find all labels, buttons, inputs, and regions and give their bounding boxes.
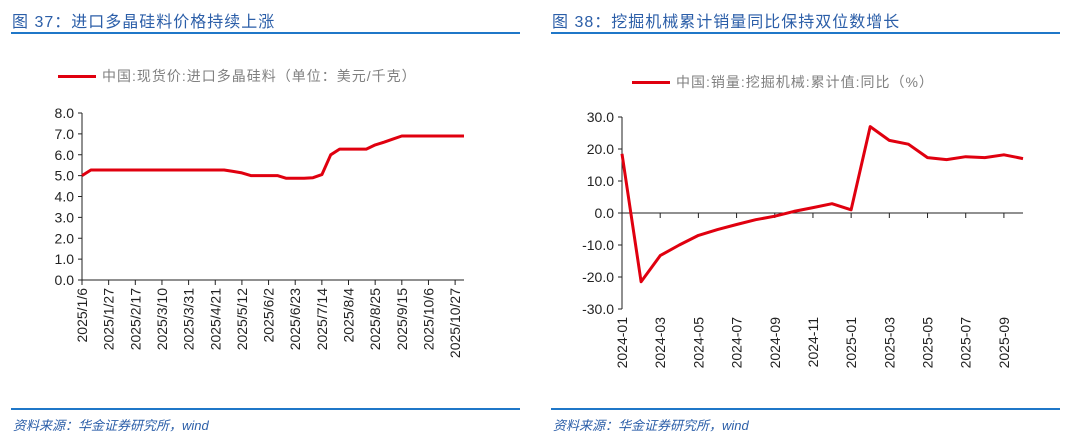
y-tick-label: 6.0 [55,147,75,163]
title-text: 挖掘机械累计销量同比保持双位数增长 [611,14,901,31]
line-chart: 0.0 1.0 2.0 3.0 4.0 5.0 6.0 7.0 8.0 2025/1/6 2025/… [55,105,465,358]
figure-label: 图 37： [12,14,72,31]
x-tick-label: 2025/1/27 [101,288,117,350]
y-tick-label: 3.0 [55,209,75,225]
footer-rule [11,408,520,410]
source-note: 资料来源：华金证券研究所，wind [13,418,209,433]
x-tick-label: 2025-05 [920,317,936,369]
x-tick-label: 2025/2/17 [127,288,143,350]
x-tick-label: 2025/8/25 [367,288,383,350]
x-tick-label: 2025-03 [881,317,897,369]
legend-label: 中国:销量:挖掘机械:累计值:同比（%） [676,74,935,90]
x-tick-label: 2025/8/4 [341,288,357,343]
y-tick-label: 20.0 [587,141,614,157]
y-tick-label: 0.0 [595,205,615,221]
y-tick-label: 5.0 [55,168,75,184]
y-tick-label: 10.0 [587,173,614,189]
x-tick-label: 2024-09 [767,317,783,369]
legend-swatch [58,74,96,78]
y-tick-label: 30.0 [587,109,614,125]
y-tick-label: -30.0 [582,301,614,317]
footer-rule [551,408,1060,410]
data-line [81,134,464,180]
x-tick-label: 2025/5/12 [234,288,250,350]
line-chart: -30.0 -20.0 -10.0 0.0 10.0 20.0 30.0 2024-01 202… [582,109,1024,369]
y-tick-label: 2.0 [55,230,75,246]
source-note: 资料来源：华金证券研究所，wind [553,418,749,433]
x-tick-label: 2024-03 [652,317,668,369]
legend-swatch [632,80,670,84]
figure-label: 图 38： [552,14,612,31]
title-rule [551,32,1060,34]
x-tick-label: 2025-07 [958,317,974,369]
x-tick-label: 2025/10/27 [447,288,463,358]
chart-title: 图 38：挖掘机械累计销量同比保持双位数增长 [552,8,900,32]
y-tick-label: 8.0 [55,105,75,121]
x-tick-label: 2025/3/10 [154,288,170,350]
legend: 中国:销量:挖掘机械:累计值:同比（%） [632,72,934,92]
x-tick-label: 2024-05 [690,317,706,369]
y-tick-label: 4.0 [55,189,75,205]
legend: 中国:现货价:进口多晶硅料（单位：美元/千克） [58,66,417,86]
x-tick-label: 2025/10/6 [420,288,436,350]
y-tick-label: -10.0 [582,237,614,253]
chart-panel-37: 图 37：进口多晶硅料价格持续上涨 中国:现货价:进口多晶硅料（单位：美元/千克… [0,0,520,440]
y-tick-label: 7.0 [55,126,75,142]
title-text: 进口多晶硅料价格持续上涨 [71,14,276,31]
x-tick-label: 2025/9/15 [394,288,410,350]
x-tick-label: 2025/3/31 [181,288,197,350]
x-tick-label: 2025/6/23 [287,288,303,350]
x-tick-label: 2024-07 [729,317,745,369]
x-tick-label: 2025/1/6 [74,288,90,343]
title-rule [11,32,520,34]
x-tick-label: 2024-11 [805,317,821,368]
x-tick-label: 2025-09 [996,317,1012,369]
chart-title: 图 37：进口多晶硅料价格持续上涨 [12,8,275,32]
x-tick-label: 2025-01 [843,317,859,369]
x-tick-label: 2025/6/2 [261,288,277,343]
chart-panel-38: 图 38：挖掘机械累计销量同比保持双位数增长 中国:销量:挖掘机械:累计值:同比… [540,0,1060,440]
legend-label: 中国:现货价:进口多晶硅料（单位：美元/千克） [102,68,417,84]
data-line [620,125,1024,284]
x-tick-label: 2025/4/21 [207,288,223,350]
x-tick-label: 2024-01 [614,317,630,369]
y-tick-label: 0.0 [55,272,75,288]
y-tick-label: 1.0 [55,251,75,267]
x-tick-label: 2025/7/14 [314,288,330,350]
y-tick-label: -20.0 [582,269,614,285]
